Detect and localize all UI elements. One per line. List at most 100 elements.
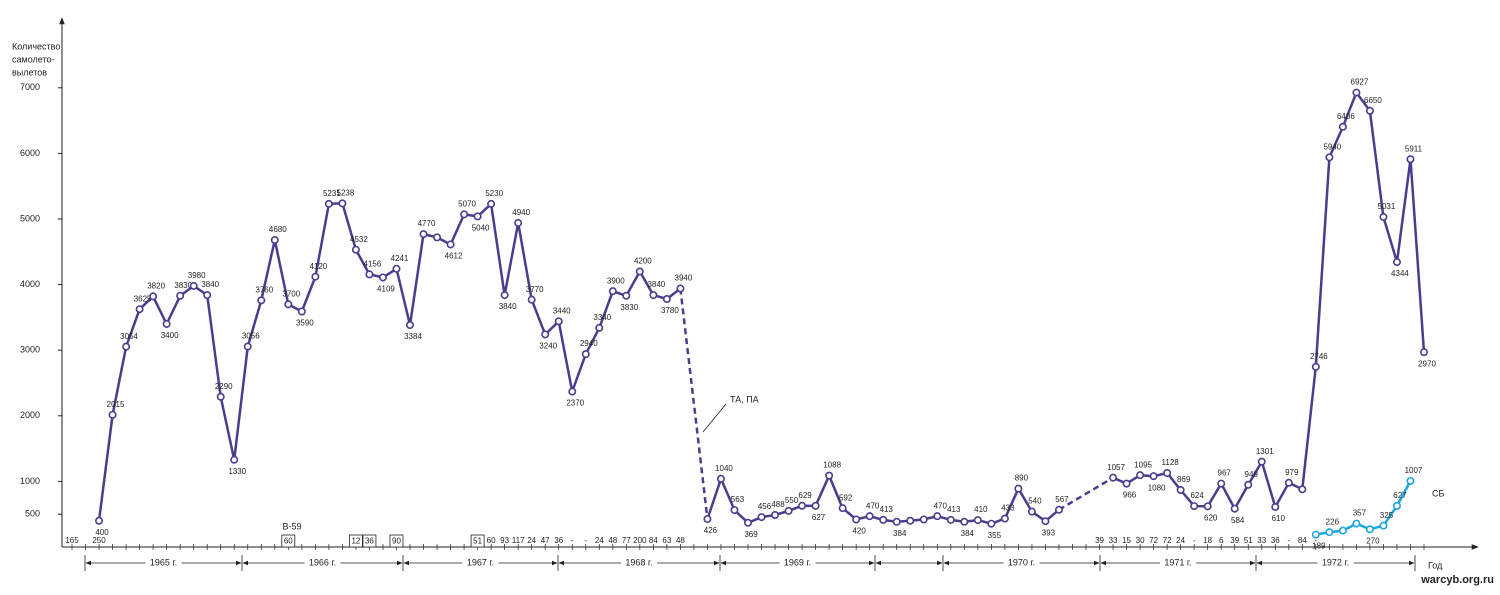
data-point [338,199,347,208]
value-label: 550 [785,496,799,505]
data-point [135,305,144,314]
value-label: 1301 [1256,447,1274,456]
bottom-value-boxed: 60 [284,537,293,546]
bottom-value: 36 [554,536,563,545]
value-label: 470 [866,501,880,510]
year-label-bg [462,557,499,569]
data-point [473,212,482,221]
value-label: 355 [988,531,1002,540]
data-point [798,501,807,510]
value-label: 540 [1028,497,1042,506]
data-point [162,319,171,328]
year-label-bg [779,557,816,569]
bottom-value: - [571,536,574,545]
data-point [1027,507,1036,516]
bottom-value: 24 [1176,536,1185,545]
bottom-value: 39 [1095,536,1104,545]
value-label: 6927 [1351,78,1369,87]
data-point [284,300,293,309]
data-point [1122,479,1131,488]
data-point [487,199,496,208]
data-point [865,512,874,521]
value-label: 584 [1231,516,1245,525]
data-point [500,291,509,300]
value-label: 1080 [1148,483,1166,492]
year-label: 1969 г. [784,557,811,567]
bottom-value: - [1193,536,1196,545]
data-point [1392,258,1401,267]
value-label: 3900 [607,276,625,285]
value-label: 6406 [1337,112,1355,121]
value-label: 3820 [147,282,165,291]
data-point [919,515,928,524]
bottom-value: 117 [512,536,525,545]
annotation: ТА, ПА [730,394,759,404]
value-label: 393 [1042,528,1056,537]
value-label: 384 [893,529,907,538]
value-label: 413 [880,505,894,514]
value-label: 420 [852,527,866,536]
value-label: 3780 [661,306,679,315]
data-point [757,513,766,522]
data-point [1244,480,1253,489]
year-label-bg [1003,557,1040,569]
y-tick-label: 7000 [20,82,40,92]
value-label: 2290 [215,382,233,391]
data-point [460,210,469,219]
value-label: 5040 [472,223,490,232]
y-axis-label: самолето- [12,54,54,64]
year-label-bg [145,557,182,569]
data-point [1325,528,1334,537]
data-point [216,392,225,401]
value-label: 966 [1123,491,1137,500]
value-label: 5231 [323,189,341,198]
year-label: 1971 г. [1164,557,1191,567]
data-point [1298,485,1307,494]
bottom-value: 63 [662,536,671,545]
value-label: 3980 [188,271,206,280]
value-label: 3840 [499,302,517,311]
data-point [1392,501,1401,510]
bottom-value: 72 [1149,536,1158,545]
data-point [1365,525,1374,534]
bottom-value: 84 [1298,536,1307,545]
value-label: 1007 [1405,466,1423,475]
value-label: 2970 [1418,359,1436,368]
value-label: 4344 [1391,269,1409,278]
data-point [1217,479,1226,488]
data-point [879,515,888,524]
data-point [622,291,631,300]
data-point [297,307,306,316]
data-point [987,519,996,528]
value-label: 3840 [647,280,665,289]
data-point [365,270,374,279]
data-point [973,516,982,525]
bottom-value: 51 [1244,536,1253,545]
data-point [1406,155,1415,164]
data-point [730,506,739,515]
value-label: 4770 [418,219,436,228]
data-point [568,387,577,396]
value-label: 4109 [377,285,395,294]
data-point [1352,519,1361,528]
value-label: 629 [798,491,812,500]
data-point [649,291,658,300]
data-point [1325,153,1334,162]
value-label: 624 [1190,491,1204,500]
year-label: 1966 г. [309,557,336,567]
value-label: 3400 [161,331,179,340]
bottom-value: 84 [649,536,658,545]
value-label: 413 [947,505,961,514]
bottom-box [362,534,377,548]
data-point [311,272,320,281]
bottom-value: 39 [1230,536,1239,545]
y-tick-label: 3000 [20,345,40,355]
y-tick-label: 4000 [20,279,40,289]
value-label: 5031 [1378,202,1396,211]
value-label: 869 [1177,475,1191,484]
data-point [771,510,780,519]
value-label: 949 [1245,470,1259,479]
data-point [392,264,401,273]
y-tick-label: 5000 [20,213,40,223]
y-axis-label: Количество [12,41,60,51]
